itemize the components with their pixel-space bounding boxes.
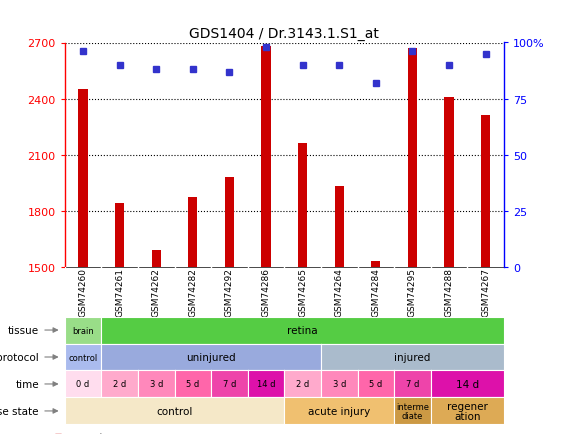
Text: regener
ation: regener ation [447,401,488,421]
Text: 0 d: 0 d [77,380,90,388]
Bar [481,116,490,267]
Text: GSM74292: GSM74292 [225,267,234,316]
Bar [371,261,381,267]
Text: interme
diate: interme diate [396,402,429,420]
Text: GSM74288: GSM74288 [445,267,453,316]
Bar [444,97,454,267]
Text: retina: retina [287,326,318,335]
Bar [298,144,307,267]
Text: 3 d: 3 d [150,380,163,388]
Text: protocol: protocol [0,352,39,362]
Bar [115,204,124,267]
Text: GSM74262: GSM74262 [152,267,160,316]
Bar [408,49,417,267]
Text: 3 d: 3 d [333,380,346,388]
Text: GSM74260: GSM74260 [79,267,87,316]
Text: control: control [69,353,97,362]
Title: GDS1404 / Dr.3143.1.S1_at: GDS1404 / Dr.3143.1.S1_at [189,27,379,41]
Text: GSM74265: GSM74265 [298,267,307,316]
Bar [188,198,198,267]
Bar [78,90,88,267]
Text: 7 d: 7 d [406,380,419,388]
Text: GSM74282: GSM74282 [189,267,197,316]
Text: 14 d: 14 d [455,379,479,389]
Text: GSM74286: GSM74286 [262,267,270,316]
Text: 14 d: 14 d [257,380,275,388]
Text: 5 d: 5 d [186,380,199,388]
Text: count: count [74,433,104,434]
Bar [225,178,234,267]
Text: GSM74284: GSM74284 [372,267,380,316]
Text: GSM74267: GSM74267 [481,267,490,316]
Text: brain: brain [72,326,94,335]
Bar [334,187,344,267]
Bar [261,47,271,267]
Text: injured: injured [394,352,431,362]
Text: 2 d: 2 d [296,380,309,388]
Text: time: time [15,379,39,389]
Text: GSM74264: GSM74264 [335,267,343,316]
Text: uninjured: uninjured [186,352,236,362]
Text: 7 d: 7 d [223,380,236,388]
Text: GSM74295: GSM74295 [408,267,417,316]
Text: GSM74261: GSM74261 [115,267,124,316]
Bar [151,250,161,267]
Text: tissue: tissue [8,326,39,335]
Text: acute injury: acute injury [308,406,370,416]
Text: 5 d: 5 d [369,380,382,388]
Text: 2 d: 2 d [113,380,126,388]
Text: disease state: disease state [0,406,39,416]
Text: control: control [157,406,193,416]
